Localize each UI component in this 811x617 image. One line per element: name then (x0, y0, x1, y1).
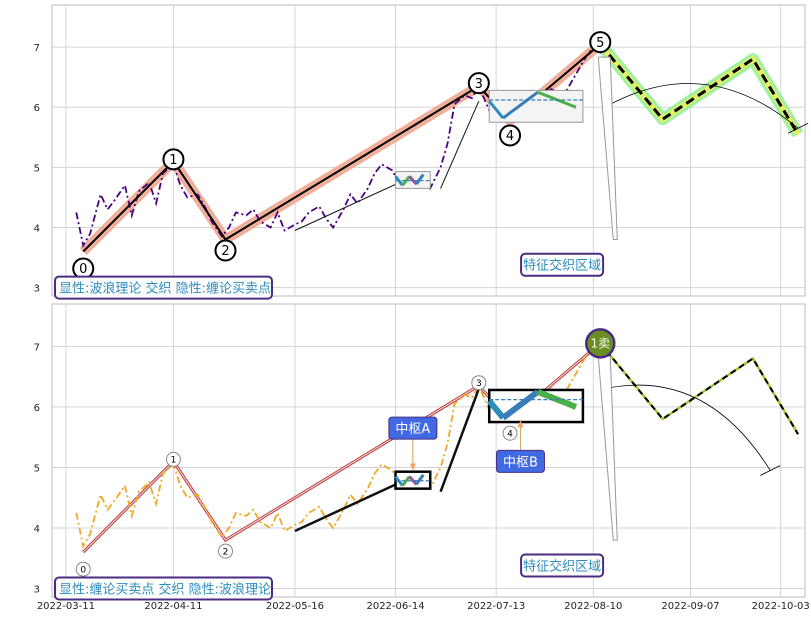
wave-marker-label: 3 (476, 379, 482, 389)
wave-marker-label: 1 (169, 153, 177, 168)
stroke-segment (294, 475, 414, 533)
wave-marker-1 (165, 451, 181, 467)
wave-marker-5 (589, 31, 612, 54)
pivot-label-text: 中枢B (503, 455, 538, 470)
wave-marker-0 (75, 561, 91, 577)
pivot-a-segment (415, 473, 425, 486)
x-tick-label: 2022-10-03 (752, 601, 810, 612)
wave-marker-1 (162, 148, 185, 171)
pivot-a-segment (401, 175, 411, 187)
wave-marker-label: 0 (80, 565, 86, 575)
wave-marker-4 (499, 124, 522, 147)
x-tick-label: 2022-07-13 (467, 601, 525, 612)
wave-marker-label: 1 (171, 456, 177, 466)
pivot-label-arrowhead (409, 463, 416, 471)
y-tick-label: 4 (34, 524, 40, 535)
region-label-box (520, 553, 605, 578)
pivot-label-text: 中枢A (395, 422, 430, 437)
pivot-label-box (388, 416, 438, 440)
pivot-b-segment (501, 389, 540, 421)
pivot-a-segment (401, 475, 411, 487)
stroke-segment (439, 388, 480, 493)
projection-arc (610, 83, 799, 129)
x-tick-label: 2022-09-07 (661, 601, 719, 612)
info-text: 显性:波浪理论 交织 隐性:缠论买卖点 (59, 281, 271, 297)
wave-marker-label: 4 (507, 429, 513, 439)
projection-end-tick (787, 122, 809, 134)
wave-marker-label: 0 (79, 262, 87, 277)
wave-marker-1卖 (585, 328, 616, 359)
pivot-a-segment (408, 475, 418, 486)
forecast-line (599, 43, 800, 136)
pivot-label-arrowhead (517, 420, 524, 428)
x-tick-label: 2022-06-14 (366, 601, 424, 612)
info-box (54, 576, 273, 601)
plot-frame (51, 4, 806, 297)
pivot-b-segment (488, 100, 505, 119)
pivot-b-segment (486, 398, 506, 420)
wave-marker-label: 2 (223, 547, 229, 557)
wave-marker-label: 4 (506, 129, 514, 144)
wave-marker-label: 5 (596, 36, 604, 51)
panel-bottom: 3 4 5 6 7 2022-03-11 2022-04-11 2022-05-16 2022-… (34, 303, 810, 612)
wave-marker-3 (467, 72, 490, 95)
region-pointer (597, 56, 618, 240)
info-text: 显性:缠论买卖点 交织 隐性:波浪理论 (59, 582, 271, 598)
x-tick-label: 2022-05-16 (266, 601, 324, 612)
forecast-line (599, 342, 799, 435)
pivot-b-segment (502, 90, 539, 120)
wave-marker-label: 1卖 (590, 337, 610, 351)
y-tick-label: 3 (34, 585, 40, 596)
wave-marker-2 (218, 543, 234, 559)
region-label-box (520, 252, 605, 277)
wave-marker-4 (502, 425, 518, 441)
connector-line (440, 100, 480, 189)
info-box (54, 275, 273, 300)
pivot-a-segment (415, 173, 425, 186)
projection-arc (610, 384, 771, 471)
x-tick-label: 2022-04-11 (144, 601, 202, 612)
pivot-a-segment (408, 175, 418, 186)
y-tick-label: 4 (34, 223, 40, 234)
region-label-text: 特征交织区域 (523, 559, 601, 575)
y-tick-label: 3 (34, 284, 40, 295)
projection-end-tick (760, 465, 781, 476)
y-tick-label: 7 (34, 342, 40, 353)
wave-marker-3 (471, 375, 487, 391)
pivot-label-box (495, 449, 545, 473)
y-tick-label: 5 (34, 463, 40, 474)
x-tick-label: 2022-03-11 (37, 601, 95, 612)
plot-frame (51, 303, 806, 598)
x-tick-label: 2022-08-10 (564, 601, 622, 612)
y-tick-label: 6 (34, 403, 40, 414)
connector-line (294, 175, 414, 231)
wave-marker-label: 2 (221, 244, 229, 259)
wave-marker-label: 3 (475, 77, 483, 92)
wave-marker-2 (214, 239, 237, 262)
y-tick-label: 5 (34, 163, 40, 174)
y-tick-label: 7 (34, 43, 40, 54)
region-label-text: 特征交织区域 (523, 258, 601, 274)
y-tick-label: 6 (34, 103, 40, 114)
